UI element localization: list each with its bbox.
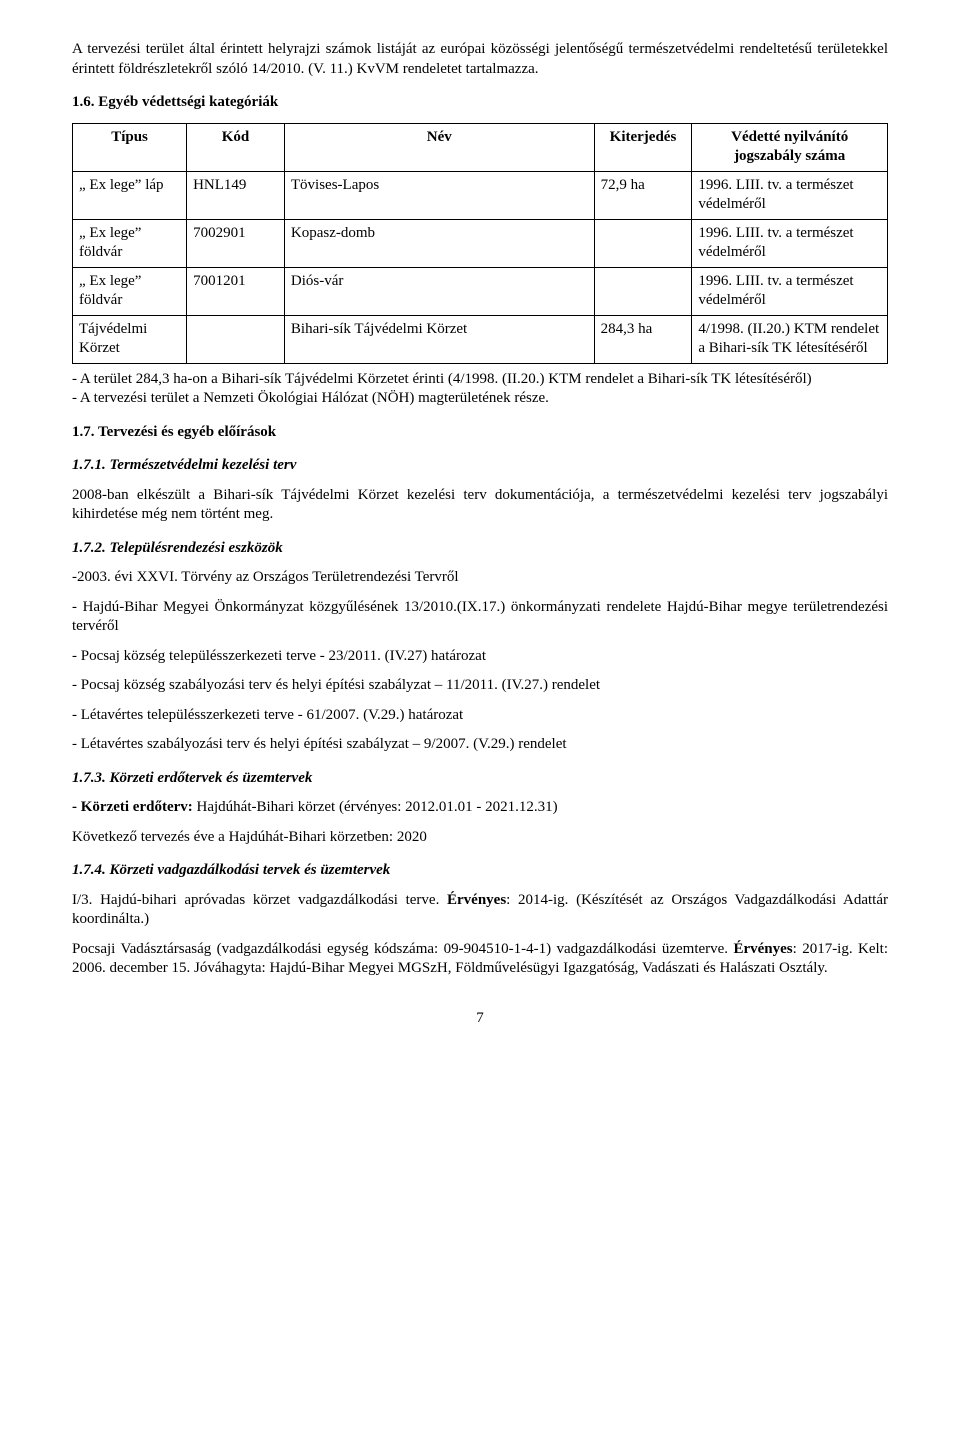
- p-1-7-3-b: Következő tervezés éve a Hajdúhát-Bihari…: [72, 828, 888, 848]
- cell-kit: 72,9 ha: [594, 171, 692, 219]
- table-row: „ Ex lege” láp HNL149 Tövises-Lapos 72,9…: [73, 171, 888, 219]
- cell-kit: [594, 219, 692, 267]
- heading-1-6: 1.6. Egyéb védettségi kategóriák: [72, 93, 888, 113]
- cell-tipus: „ Ex lege” földvár: [73, 219, 187, 267]
- table-row: „ Ex lege” földvár 7002901 Kopasz-domb 1…: [73, 219, 888, 267]
- table-row: Tájvédelmi Körzet Bihari-sík Tájvédelmi …: [73, 315, 888, 363]
- p-1-7-4-a: I/3. Hajdú-bihari apróvadas körzet vadga…: [72, 891, 888, 930]
- p-1-7-4-b-pre: Pocsaji Vadásztársaság (vadgazdálkodási …: [72, 941, 733, 957]
- cell-kod: 7001201: [187, 267, 285, 315]
- th-kod: Kód: [187, 123, 285, 171]
- p-1-7-1: 2008-ban elkészült a Bihari-sík Tájvédel…: [72, 486, 888, 525]
- p-1-7-3-a-label: - Körzeti erdőterv:: [72, 799, 193, 815]
- after-table-note-2: - A tervezési terület a Nemzeti Ökológia…: [72, 389, 888, 409]
- cell-jog: 1996. LIII. tv. a természet védelméről: [692, 219, 888, 267]
- cell-kit: 284,3 ha: [594, 315, 692, 363]
- cell-tipus: „ Ex lege” láp: [73, 171, 187, 219]
- th-tipus: Típus: [73, 123, 187, 171]
- heading-1-7-4: 1.7.4. Körzeti vadgazdálkodási tervek és…: [72, 861, 888, 881]
- table-row: „ Ex lege” földvár 7001201 Diós-vár 1996…: [73, 267, 888, 315]
- page-number: 7: [72, 1009, 888, 1029]
- page: A tervezési terület által érintett helyr…: [0, 0, 960, 1068]
- cell-kod: HNL149: [187, 171, 285, 219]
- heading-1-7-3: 1.7.3. Körzeti erdőtervek és üzemtervek: [72, 769, 888, 789]
- p-1-7-2-d: - Pocsaj község szabályozási terv és hel…: [72, 676, 888, 696]
- intro-paragraph: A tervezési terület által érintett helyr…: [72, 40, 888, 79]
- cell-tipus: Tájvédelmi Körzet: [73, 315, 187, 363]
- cell-nev: Diós-vár: [284, 267, 594, 315]
- cell-kit: [594, 267, 692, 315]
- cell-jog: 1996. LIII. tv. a természet védelméről: [692, 171, 888, 219]
- heading-1-7: 1.7. Tervezési és egyéb előírások: [72, 423, 888, 443]
- cell-tipus: „ Ex lege” földvár: [73, 267, 187, 315]
- p-1-7-4-a-ervenyes: Érvényes: [447, 892, 506, 908]
- th-jogszabaly: Védetté nyilvánító jogszabály száma: [692, 123, 888, 171]
- cell-nev: Tövises-Lapos: [284, 171, 594, 219]
- p-1-7-4-a-pre: I/3. Hajdú-bihari apróvadas körzet vadga…: [72, 892, 447, 908]
- heading-1-7-2: 1.7.2. Településrendezési eszközök: [72, 539, 888, 559]
- cell-nev: Kopasz-domb: [284, 219, 594, 267]
- cell-kod: 7002901: [187, 219, 285, 267]
- p-1-7-2-e: - Létavértes településszerkezeti terve -…: [72, 706, 888, 726]
- cell-kod: [187, 315, 285, 363]
- th-kiterjedes: Kiterjedés: [594, 123, 692, 171]
- th-nev: Név: [284, 123, 594, 171]
- p-1-7-3-a-rest: Hajdúhát-Bihari körzet (érvényes: 2012.0…: [193, 799, 558, 815]
- cell-nev: Bihari-sík Tájvédelmi Körzet: [284, 315, 594, 363]
- cell-jog: 1996. LIII. tv. a természet védelméről: [692, 267, 888, 315]
- p-1-7-4-b-ervenyes: Érvényes: [733, 941, 792, 957]
- heading-1-7-1: 1.7.1. Természetvédelmi kezelési terv: [72, 456, 888, 476]
- cell-jog: 4/1998. (II.20.) KTM rendelet a Bihari-s…: [692, 315, 888, 363]
- p-1-7-4-b: Pocsaji Vadásztársaság (vadgazdálkodási …: [72, 940, 888, 979]
- p-1-7-2-c: - Pocsaj község településszerkezeti terv…: [72, 647, 888, 667]
- p-1-7-3-a: - Körzeti erdőterv: Hajdúhát-Bihari körz…: [72, 798, 888, 818]
- p-1-7-2-b: - Hajdú-Bihar Megyei Önkormányzat közgyű…: [72, 598, 888, 637]
- protection-categories-table: Típus Kód Név Kiterjedés Védetté nyilván…: [72, 123, 888, 364]
- p-1-7-2-f: - Létavértes szabályozási terv és helyi …: [72, 735, 888, 755]
- p-1-7-2-a: -2003. évi XXVI. Törvény az Országos Ter…: [72, 568, 888, 588]
- table-header-row: Típus Kód Név Kiterjedés Védetté nyilván…: [73, 123, 888, 171]
- after-table-note-1: - A terület 284,3 ha-on a Bihari-sík Táj…: [72, 370, 888, 390]
